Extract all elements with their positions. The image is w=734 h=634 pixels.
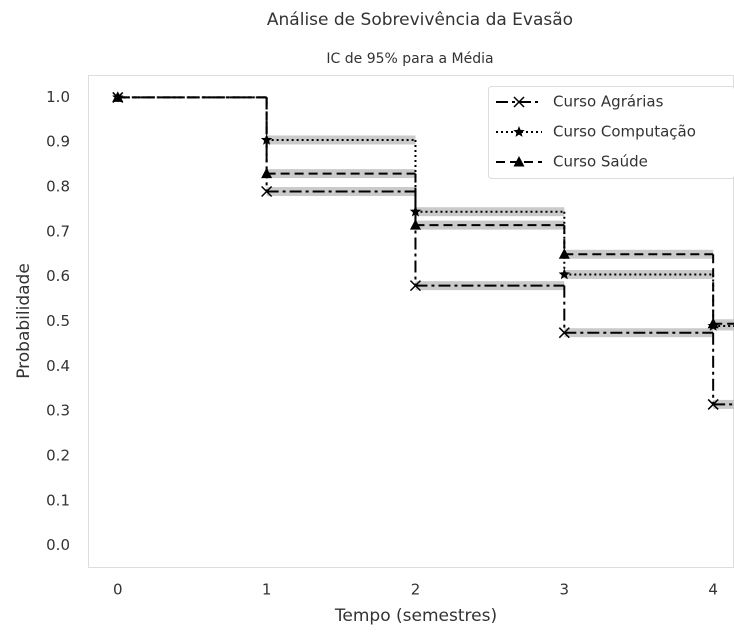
y-tick-label: 1.0 bbox=[46, 88, 70, 106]
x-tick-label: 4 bbox=[708, 581, 718, 599]
y-tick-label: 0.0 bbox=[46, 536, 70, 554]
chart-subtitle: IC de 95% para a Média bbox=[326, 51, 493, 67]
y-tick-label: 0.8 bbox=[46, 178, 70, 196]
y-tick-label: 0.3 bbox=[46, 402, 70, 420]
x-tick-label: 0 bbox=[113, 581, 123, 599]
y-tick-label: 0.6 bbox=[46, 267, 70, 285]
y-tick-label: 0.5 bbox=[46, 312, 70, 330]
x-tick-label: 3 bbox=[560, 581, 570, 599]
legend-label: Curso Computação bbox=[553, 123, 696, 141]
x-tick-label: 1 bbox=[262, 581, 272, 599]
y-axis-label: Probabilidade bbox=[14, 263, 34, 379]
y-tick-label: 0.2 bbox=[46, 446, 70, 464]
x-tick-label: 2 bbox=[411, 581, 421, 599]
y-tick-label: 0.9 bbox=[46, 133, 70, 151]
legend-label: Curso Saúde bbox=[553, 153, 648, 171]
x-axis-label: Tempo (semestres) bbox=[334, 606, 497, 626]
y-tick-label: 0.4 bbox=[46, 357, 70, 375]
y-tick-label: 0.7 bbox=[46, 222, 70, 240]
y-tick-label: 0.1 bbox=[46, 491, 70, 509]
chart-title: Análise de Sobrevivência da Evasão bbox=[267, 10, 573, 30]
legend-label: Curso Agrárias bbox=[553, 93, 664, 111]
